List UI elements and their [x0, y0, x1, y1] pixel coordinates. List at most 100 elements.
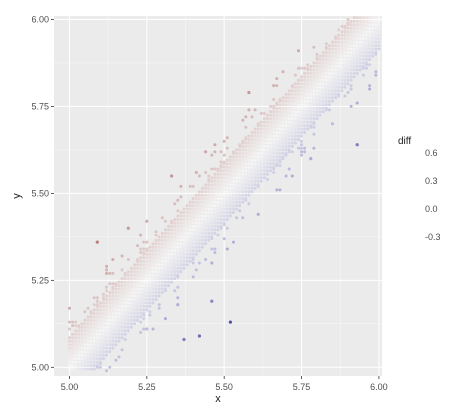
- data-point: [179, 218, 183, 221]
- data-point: [194, 242, 198, 246]
- data-point: [368, 63, 372, 67]
- data-point: [105, 318, 109, 322]
- data-point: [176, 252, 180, 256]
- data-point: [287, 127, 291, 131]
- data-point: [262, 165, 266, 169]
- data-point: [126, 284, 130, 288]
- data-point: [129, 291, 133, 294]
- data-point: [361, 26, 365, 30]
- data-point: [365, 40, 368, 44]
- data-point: [139, 273, 143, 277]
- data-point: [207, 174, 211, 178]
- data-point: [102, 325, 105, 329]
- data-point: [281, 70, 285, 74]
- data-point: [247, 176, 251, 180]
- data-point: [306, 120, 310, 124]
- data-point: [309, 96, 313, 100]
- data-point: [346, 37, 350, 41]
- data-point: [352, 61, 356, 65]
- data-point: [213, 247, 217, 251]
- data-point: [337, 68, 341, 72]
- data-point: [129, 311, 133, 315]
- data-point: [167, 270, 170, 274]
- data-point: [188, 214, 192, 218]
- data-point: [355, 47, 359, 51]
- data-point: [176, 245, 180, 249]
- data-point: [133, 291, 136, 294]
- data-point: [145, 252, 149, 256]
- data-point: [142, 298, 146, 301]
- data-point: [266, 127, 269, 131]
- data-point: [157, 270, 161, 274]
- data-point: [253, 144, 257, 148]
- data-point: [250, 165, 254, 169]
- data-point: [337, 47, 341, 51]
- data-point: [309, 85, 313, 89]
- data-point: [95, 299, 99, 303]
- data-point: [228, 165, 232, 169]
- data-point: [157, 291, 161, 294]
- data-point: [117, 298, 121, 301]
- data-point: [108, 329, 112, 333]
- data-point: [290, 106, 294, 110]
- data-point: [303, 89, 307, 93]
- data-point: [331, 40, 334, 44]
- data-point: [167, 235, 170, 239]
- data-point: [213, 193, 217, 197]
- data-point: [176, 296, 180, 300]
- data-point: [321, 92, 325, 96]
- data-point: [123, 277, 127, 281]
- data-point: [185, 221, 189, 225]
- data-point: [108, 311, 112, 315]
- data-point: [126, 308, 130, 312]
- data-point: [77, 343, 81, 347]
- data-point: [228, 320, 232, 324]
- data-point: [111, 332, 115, 336]
- data-point: [377, 40, 381, 44]
- data-point: [74, 343, 78, 347]
- data-point: [139, 331, 143, 334]
- data-point: [71, 324, 75, 328]
- data-point: [318, 99, 322, 103]
- data-point: [309, 110, 313, 114]
- data-point: [281, 131, 285, 134]
- data-point: [318, 78, 322, 82]
- data-point: [157, 284, 161, 288]
- data-point: [235, 197, 239, 201]
- data-point: [170, 280, 174, 284]
- data-point: [207, 207, 211, 211]
- data-point: [259, 124, 263, 128]
- data-point: [95, 311, 99, 315]
- data-point: [337, 75, 341, 79]
- data-point: [358, 37, 362, 41]
- data-point: [185, 204, 189, 208]
- data-point: [219, 150, 223, 154]
- data-point: [114, 332, 118, 336]
- data-point: [114, 298, 118, 301]
- data-point: [117, 280, 121, 284]
- data-point: [123, 304, 127, 308]
- data-point: [173, 235, 177, 239]
- data-point: [111, 282, 115, 286]
- data-point: [136, 294, 139, 298]
- data-point: [368, 26, 372, 30]
- data-point: [266, 178, 269, 181]
- data-point: [256, 176, 260, 180]
- data-point: [284, 144, 288, 148]
- data-point: [300, 150, 303, 154]
- data-point: [148, 313, 152, 317]
- data-point: [368, 23, 372, 27]
- data-point: [306, 66, 310, 70]
- data-point: [216, 186, 220, 190]
- data-point: [315, 82, 319, 86]
- data-point: [312, 78, 316, 82]
- data-point: [337, 94, 341, 98]
- data-point: [355, 61, 359, 65]
- data-point: [74, 353, 78, 357]
- data-point: [247, 141, 251, 145]
- data-point: [253, 138, 257, 141]
- data-point: [139, 294, 143, 298]
- data-point: [216, 193, 220, 197]
- data-point: [86, 343, 90, 347]
- data-point: [222, 160, 226, 164]
